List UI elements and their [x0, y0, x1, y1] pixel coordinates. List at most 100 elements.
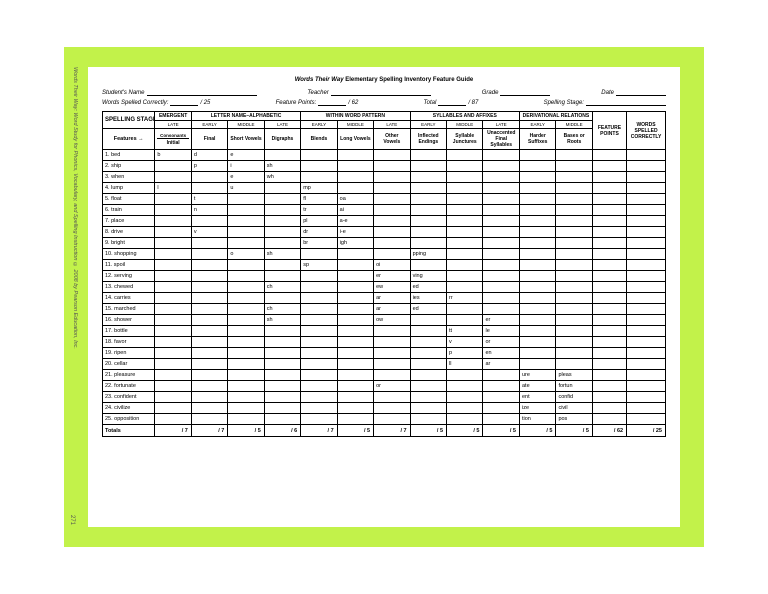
feature-cell: ving [410, 271, 446, 282]
feature-cell [264, 381, 300, 392]
feature-cell: e [228, 150, 264, 161]
feature-cell [191, 293, 227, 304]
feature-cell [483, 403, 520, 414]
feature-cell [374, 337, 410, 348]
feature-cell [155, 392, 191, 403]
word-cell: 11. spoil [103, 260, 155, 271]
feature-cell [264, 238, 300, 249]
page: Words Their Way Elementary Spelling Inve… [88, 67, 680, 527]
word-cell: 14. carries [103, 293, 155, 304]
outer-frame: Words Their Way: Word Study for Phonics,… [64, 47, 704, 547]
feature-cell: ure [519, 370, 555, 381]
feature-cell [556, 249, 592, 260]
feature-cell [337, 304, 373, 315]
feature-cell [627, 194, 666, 205]
feature-cell [264, 370, 300, 381]
feature-cell [191, 326, 227, 337]
feature-cell: ate [519, 381, 555, 392]
feature-cell: or [483, 337, 520, 348]
feature-cell [191, 348, 227, 359]
feature-cell [447, 205, 483, 216]
feature-cell [191, 370, 227, 381]
word-cell: 6. train [103, 205, 155, 216]
feature-cell [191, 392, 227, 403]
feature-cell [228, 271, 264, 282]
feature-cell [301, 414, 337, 425]
feature-cell [519, 183, 555, 194]
feature-cell [556, 172, 592, 183]
feature-cell [627, 392, 666, 403]
feature-cell [447, 392, 483, 403]
feature-cell [447, 161, 483, 172]
feature-cell: b [155, 150, 191, 161]
field-total: Total/ 87 [424, 99, 479, 106]
feature-cell [519, 315, 555, 326]
feature-cell [155, 260, 191, 271]
feature-cell [155, 238, 191, 249]
feature-cell: wh [264, 172, 300, 183]
feature-cell [337, 260, 373, 271]
feature-cell [592, 403, 626, 414]
feature-cell [155, 370, 191, 381]
feature-cell [191, 315, 227, 326]
feature-cell: civil [556, 403, 592, 414]
table-row: 3. whenewh [103, 172, 666, 183]
feature-cell: ent [519, 392, 555, 403]
feature-cell [627, 216, 666, 227]
feature-cell [410, 392, 446, 403]
side-copyright: Words Their Way: Word Study for Phonics,… [70, 67, 80, 527]
feature-cell: en [483, 348, 520, 359]
feature-cell [337, 337, 373, 348]
feature-guide-table: SPELLING STAGES → EMERGENT LETTER NAME–A… [102, 111, 666, 437]
feature-cell [228, 381, 264, 392]
feature-cell [301, 403, 337, 414]
feature-cell: l [155, 183, 191, 194]
feature-cell [410, 227, 446, 238]
feature-cell [155, 414, 191, 425]
feature-cell [301, 172, 337, 183]
feature-cell [447, 304, 483, 315]
feature-cell [519, 348, 555, 359]
feature-cell: sh [264, 249, 300, 260]
feature-cell [519, 304, 555, 315]
feature-cell [483, 216, 520, 227]
feature-cell [592, 392, 626, 403]
feature-cell [592, 370, 626, 381]
feature-cell [410, 172, 446, 183]
field-stage: Spelling Stage: [544, 99, 666, 106]
feature-cell [483, 381, 520, 392]
table-row: 4. lumplump [103, 183, 666, 194]
feature-cell [556, 293, 592, 304]
feature-cell: tt [447, 326, 483, 337]
totals-row: Totals / 7 / 7 / 5 / 6 / 7 / 5 / 7 / 5 /… [103, 425, 666, 437]
feature-cell [592, 216, 626, 227]
feature-cell [483, 205, 520, 216]
word-cell: 19. ripen [103, 348, 155, 359]
feature-cell [447, 315, 483, 326]
feature-cell [264, 150, 300, 161]
feature-cell [374, 161, 410, 172]
feature-cell [191, 337, 227, 348]
feature-cell: tr [301, 205, 337, 216]
word-cell: 5. float [103, 194, 155, 205]
feature-cell [337, 249, 373, 260]
feature-cell [556, 359, 592, 370]
page-title: Words Their Way Elementary Spelling Inve… [102, 77, 666, 83]
feature-cell [556, 304, 592, 315]
feature-cell [519, 260, 555, 271]
title-rest: Elementary Spelling Inventory Feature Gu… [344, 77, 474, 83]
feature-cell [155, 293, 191, 304]
table-row: 10. shoppingoshpping [103, 249, 666, 260]
feature-cell [374, 150, 410, 161]
feature-cell [301, 271, 337, 282]
feature-cell [519, 227, 555, 238]
feature-cell [556, 150, 592, 161]
word-cell: 16. shower [103, 315, 155, 326]
feature-cell [410, 414, 446, 425]
feature-cell: or [374, 381, 410, 392]
feature-cell [374, 348, 410, 359]
header-stages: SPELLING STAGES → EMERGENT LETTER NAME–A… [103, 112, 666, 121]
feature-cell [155, 359, 191, 370]
feature-cell: br [301, 238, 337, 249]
feature-cell [155, 227, 191, 238]
